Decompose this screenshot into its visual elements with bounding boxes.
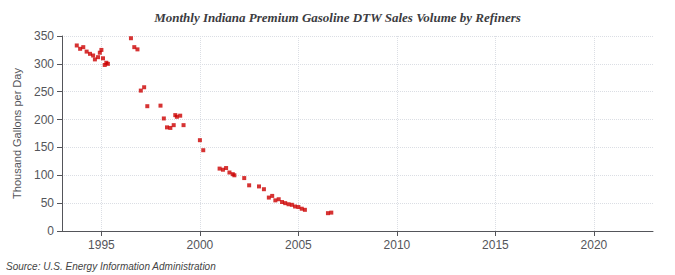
- svg-text:2015: 2015: [482, 238, 509, 252]
- svg-text:50: 50: [41, 196, 55, 210]
- svg-text:250: 250: [34, 85, 54, 99]
- svg-text:1995: 1995: [88, 238, 115, 252]
- svg-text:2005: 2005: [285, 238, 312, 252]
- svg-text:2000: 2000: [187, 238, 214, 252]
- svg-text:Source: U.S. Energy Informatio: Source: U.S. Energy Information Administ…: [6, 261, 216, 272]
- svg-text:Monthly Indiana Premium Gasoli: Monthly Indiana Premium Gasoline DTW Sal…: [153, 10, 521, 25]
- svg-text:350: 350: [34, 29, 54, 43]
- svg-text:Thousand Gallons per Day: Thousand Gallons per Day: [11, 68, 23, 199]
- svg-text:300: 300: [34, 57, 54, 71]
- svg-text:100: 100: [34, 168, 54, 182]
- svg-text:2020: 2020: [581, 238, 608, 252]
- svg-text:150: 150: [34, 140, 54, 154]
- svg-text:0: 0: [47, 224, 54, 238]
- svg-text:2010: 2010: [384, 238, 411, 252]
- svg-text:200: 200: [34, 113, 54, 127]
